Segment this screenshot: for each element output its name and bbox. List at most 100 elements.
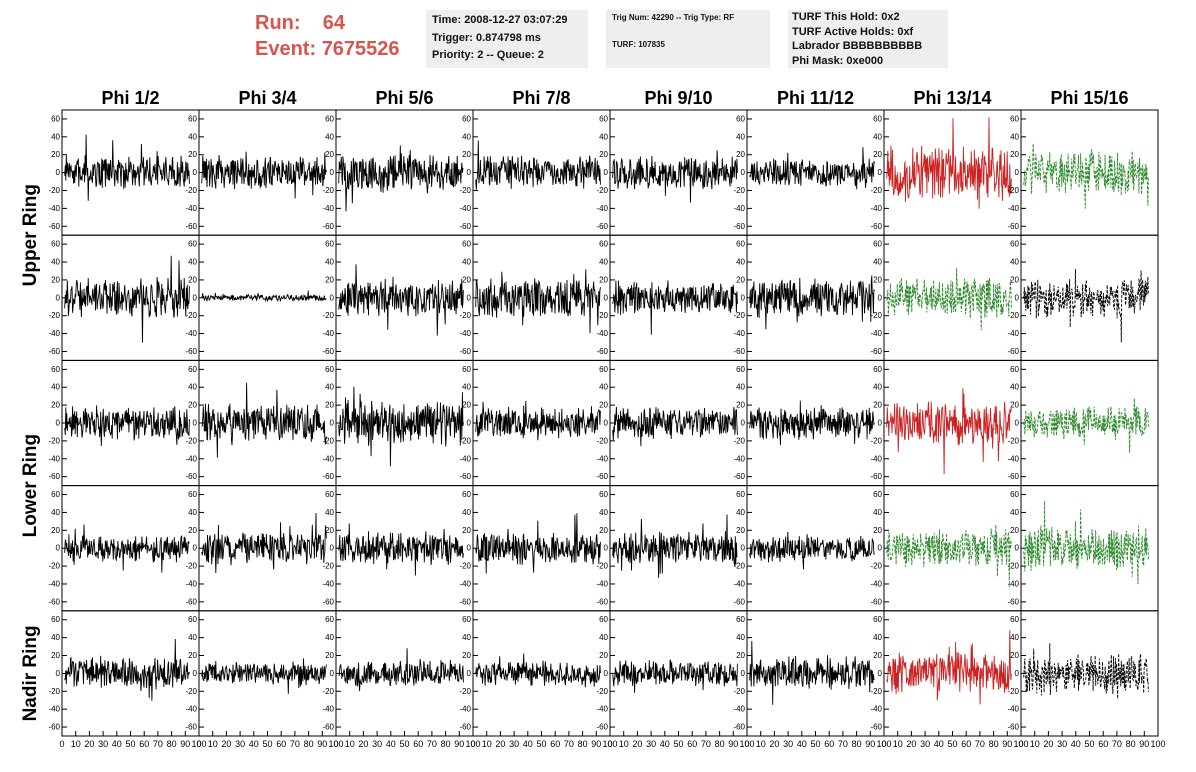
- x-tick-label: 80: [167, 739, 177, 749]
- x-tick-label: 50: [399, 739, 409, 749]
- y-tick-label: 0: [878, 419, 883, 428]
- x-tick-label: 80: [578, 739, 588, 749]
- y-tick-label: 60: [873, 615, 882, 624]
- event-value: 7675526: [321, 38, 400, 60]
- y-tick-label: -60: [322, 472, 334, 481]
- y-tick-label: 0: [604, 419, 609, 428]
- y-tick-label: 20: [736, 275, 745, 284]
- y-tick-label: 20: [1010, 150, 1019, 159]
- y-tick-label: -20: [48, 436, 60, 445]
- x-tick-label: 80: [989, 739, 999, 749]
- y-tick-label: 60: [1010, 114, 1019, 123]
- x-tick-label: 100: [602, 739, 617, 749]
- y-tick-label: -60: [1007, 597, 1019, 606]
- waveform-trace: [749, 400, 875, 446]
- y-tick-label: -40: [185, 579, 197, 588]
- y-tick-label: 20: [1010, 651, 1019, 660]
- turf-text: TURF: 107835: [612, 40, 665, 49]
- waveform-trace: [201, 382, 327, 458]
- y-tick-label: 40: [736, 383, 745, 392]
- y-tick-label: 0: [741, 293, 746, 302]
- waveform-trace: [338, 523, 464, 576]
- y-tick-label: 40: [188, 258, 197, 267]
- x-tick-label: 20: [1043, 739, 1053, 749]
- y-tick-label: 20: [325, 526, 334, 535]
- run-event-header: Run: 64 Event: 7675526: [255, 10, 400, 62]
- y-tick-label: 60: [599, 615, 608, 624]
- y-tick-label: -40: [185, 204, 197, 213]
- waveform-trace: [201, 658, 327, 694]
- y-tick-label: -20: [48, 186, 60, 195]
- waveform-trace: [886, 524, 1012, 588]
- y-tick-label: 0: [193, 293, 198, 302]
- x-tick-label: 40: [1071, 739, 1081, 749]
- y-tick-label: -20: [596, 436, 608, 445]
- y-tick-label: 60: [599, 240, 608, 249]
- y-tick-label: 40: [873, 132, 882, 141]
- y-tick-label: -20: [870, 186, 882, 195]
- x-tick-label: 60: [687, 739, 697, 749]
- y-tick-label: -20: [1007, 311, 1019, 320]
- event-label: Event:: [255, 38, 317, 60]
- y-tick-label: -40: [596, 579, 608, 588]
- x-tick-label: 30: [1057, 739, 1067, 749]
- y-tick-label: -20: [870, 436, 882, 445]
- x-tick-label: 10: [619, 739, 629, 749]
- row-group-label: Nadir Ring: [20, 625, 41, 721]
- x-tick-label: 70: [427, 739, 437, 749]
- y-tick-label: 40: [736, 633, 745, 642]
- y-tick-label: -60: [48, 597, 60, 606]
- y-tick-label: 60: [462, 240, 471, 249]
- y-tick-label: 60: [325, 240, 334, 249]
- y-tick-label: 20: [736, 526, 745, 535]
- y-tick-label: -40: [596, 705, 608, 714]
- waveform-trace: [475, 269, 601, 334]
- y-tick-label: -60: [1007, 222, 1019, 231]
- trig-info-box: Trig Num: 42290 -- Trig Type: RF TURF: 1…: [606, 10, 770, 68]
- y-tick-label: -40: [870, 454, 882, 463]
- waveform-trace: [1023, 643, 1149, 699]
- y-tick-label: -20: [459, 687, 471, 696]
- waveform-trace: [1023, 269, 1149, 343]
- y-tick-label: 60: [1010, 365, 1019, 374]
- y-tick-label: 20: [188, 651, 197, 660]
- y-tick-label: 60: [325, 365, 334, 374]
- y-tick-label: -20: [185, 687, 197, 696]
- y-tick-label: -60: [185, 472, 197, 481]
- y-tick-label: 40: [873, 633, 882, 642]
- y-tick-label: -20: [459, 311, 471, 320]
- y-tick-label: -20: [733, 436, 745, 445]
- waveform-trace: [886, 388, 1012, 475]
- y-tick-label: 20: [462, 401, 471, 410]
- y-tick-label: -60: [322, 597, 334, 606]
- y-tick-label: 0: [878, 669, 883, 678]
- y-tick-label: -60: [733, 347, 745, 356]
- y-tick-label: 0: [741, 419, 746, 428]
- y-tick-label: 60: [736, 615, 745, 624]
- x-tick-label: 30: [920, 739, 930, 749]
- y-tick-label: 0: [330, 419, 335, 428]
- y-tick-label: 20: [736, 150, 745, 159]
- x-tick-label: 20: [221, 739, 231, 749]
- y-tick-label: 20: [462, 651, 471, 660]
- turf-hold-text: TURF This Hold: 0x2: [792, 11, 900, 23]
- y-tick-label: -40: [870, 705, 882, 714]
- x-tick-label: 70: [975, 739, 985, 749]
- y-tick-label: -60: [733, 472, 745, 481]
- waveform-trace: [338, 386, 464, 467]
- x-tick-label: 10: [345, 739, 355, 749]
- y-tick-label: 60: [1010, 490, 1019, 499]
- x-tick-label: 70: [153, 739, 163, 749]
- x-tick-label: 20: [906, 739, 916, 749]
- y-tick-label: -40: [733, 705, 745, 714]
- event-row: Event: 7675526: [255, 36, 400, 62]
- y-tick-label: -40: [1007, 454, 1019, 463]
- run-value: 64: [322, 12, 346, 34]
- y-tick-label: 40: [325, 508, 334, 517]
- y-tick-label: 40: [599, 383, 608, 392]
- waveform-trace: [612, 280, 738, 335]
- y-tick-label: -60: [459, 723, 471, 732]
- y-tick-label: 20: [51, 651, 60, 660]
- y-tick-label: 0: [467, 419, 472, 428]
